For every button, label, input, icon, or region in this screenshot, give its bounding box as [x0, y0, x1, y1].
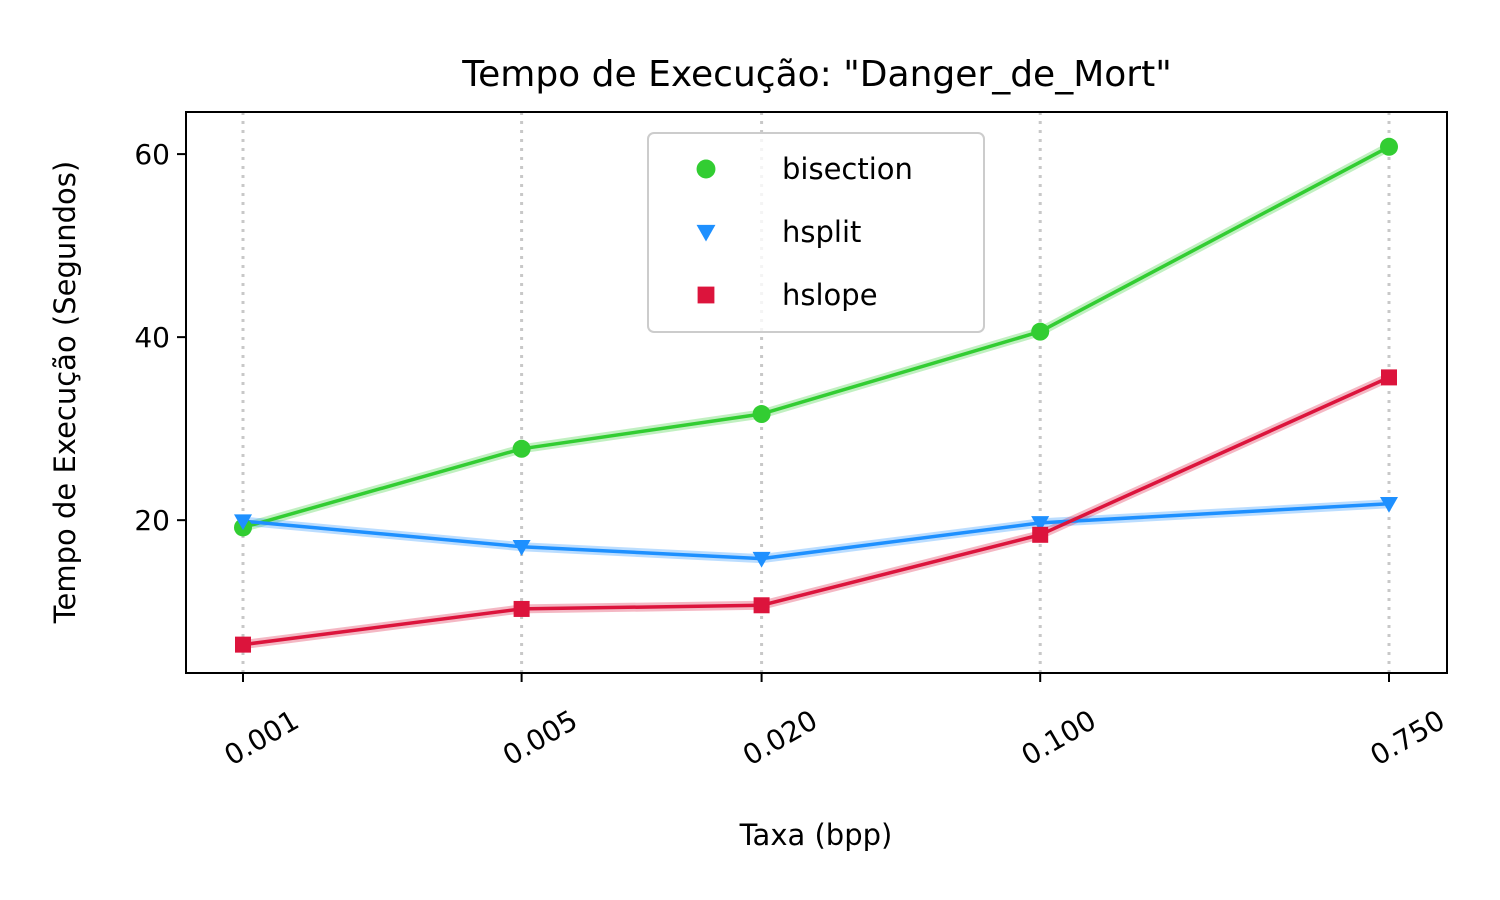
legend-label-bisection: bisection — [782, 152, 913, 186]
data-point-hsplit — [1380, 496, 1398, 513]
plot-frame — [185, 111, 1448, 674]
legend: bisection hsplit hslope — [647, 132, 985, 333]
legend-label-hsplit: hsplit — [782, 215, 861, 249]
y-tick-label: 40 — [134, 321, 170, 354]
x-axis: 0.001 0.005 0.020 0.100 0.750 — [219, 673, 1451, 772]
series-markers — [234, 137, 1398, 653]
x-axis-label: Taxa (bpp) — [739, 818, 893, 852]
data-point-hslope — [1032, 526, 1049, 543]
y-axis-label: Tempo de Execução (Segundos) — [48, 161, 82, 624]
data-point-hslope — [1381, 369, 1397, 386]
data-point-hsplit — [1031, 516, 1050, 532]
x-tick-label: 0.005 — [497, 703, 583, 772]
data-point-hslope — [753, 597, 770, 614]
legend-box — [647, 132, 985, 333]
data-point-bisection — [1031, 322, 1050, 341]
legend-label-hslope: hslope — [782, 278, 878, 312]
series-line-hsplit — [242, 501, 1390, 561]
data-point-bisection — [512, 439, 531, 458]
legend-marker-hslope — [697, 286, 715, 304]
data-point-hslope — [235, 636, 251, 653]
x-tick-label: 0.020 — [737, 703, 823, 772]
data-point-bisection — [1380, 137, 1398, 156]
x-tick-label: 0.001 — [219, 703, 305, 772]
y-tick-label: 20 — [134, 504, 170, 537]
data-point-hsplit — [234, 514, 252, 531]
data-point-hslope — [513, 600, 530, 617]
x-tick-label: 0.100 — [1016, 703, 1102, 772]
data-point-hsplit — [512, 539, 531, 556]
y-axis: 20 40 60 — [134, 138, 186, 537]
data-point-hsplit — [752, 551, 771, 568]
data-point-bisection — [752, 405, 771, 424]
grid-lines — [241, 112, 1391, 673]
legend-marker-bisection — [696, 159, 716, 179]
chart-title: Tempo de Execução: "Danger_de_Mort" — [461, 54, 1172, 95]
legend-marker-hsplit — [696, 224, 716, 242]
x-tick-label: 0.750 — [1365, 703, 1451, 772]
y-tick-label: 60 — [134, 138, 170, 171]
